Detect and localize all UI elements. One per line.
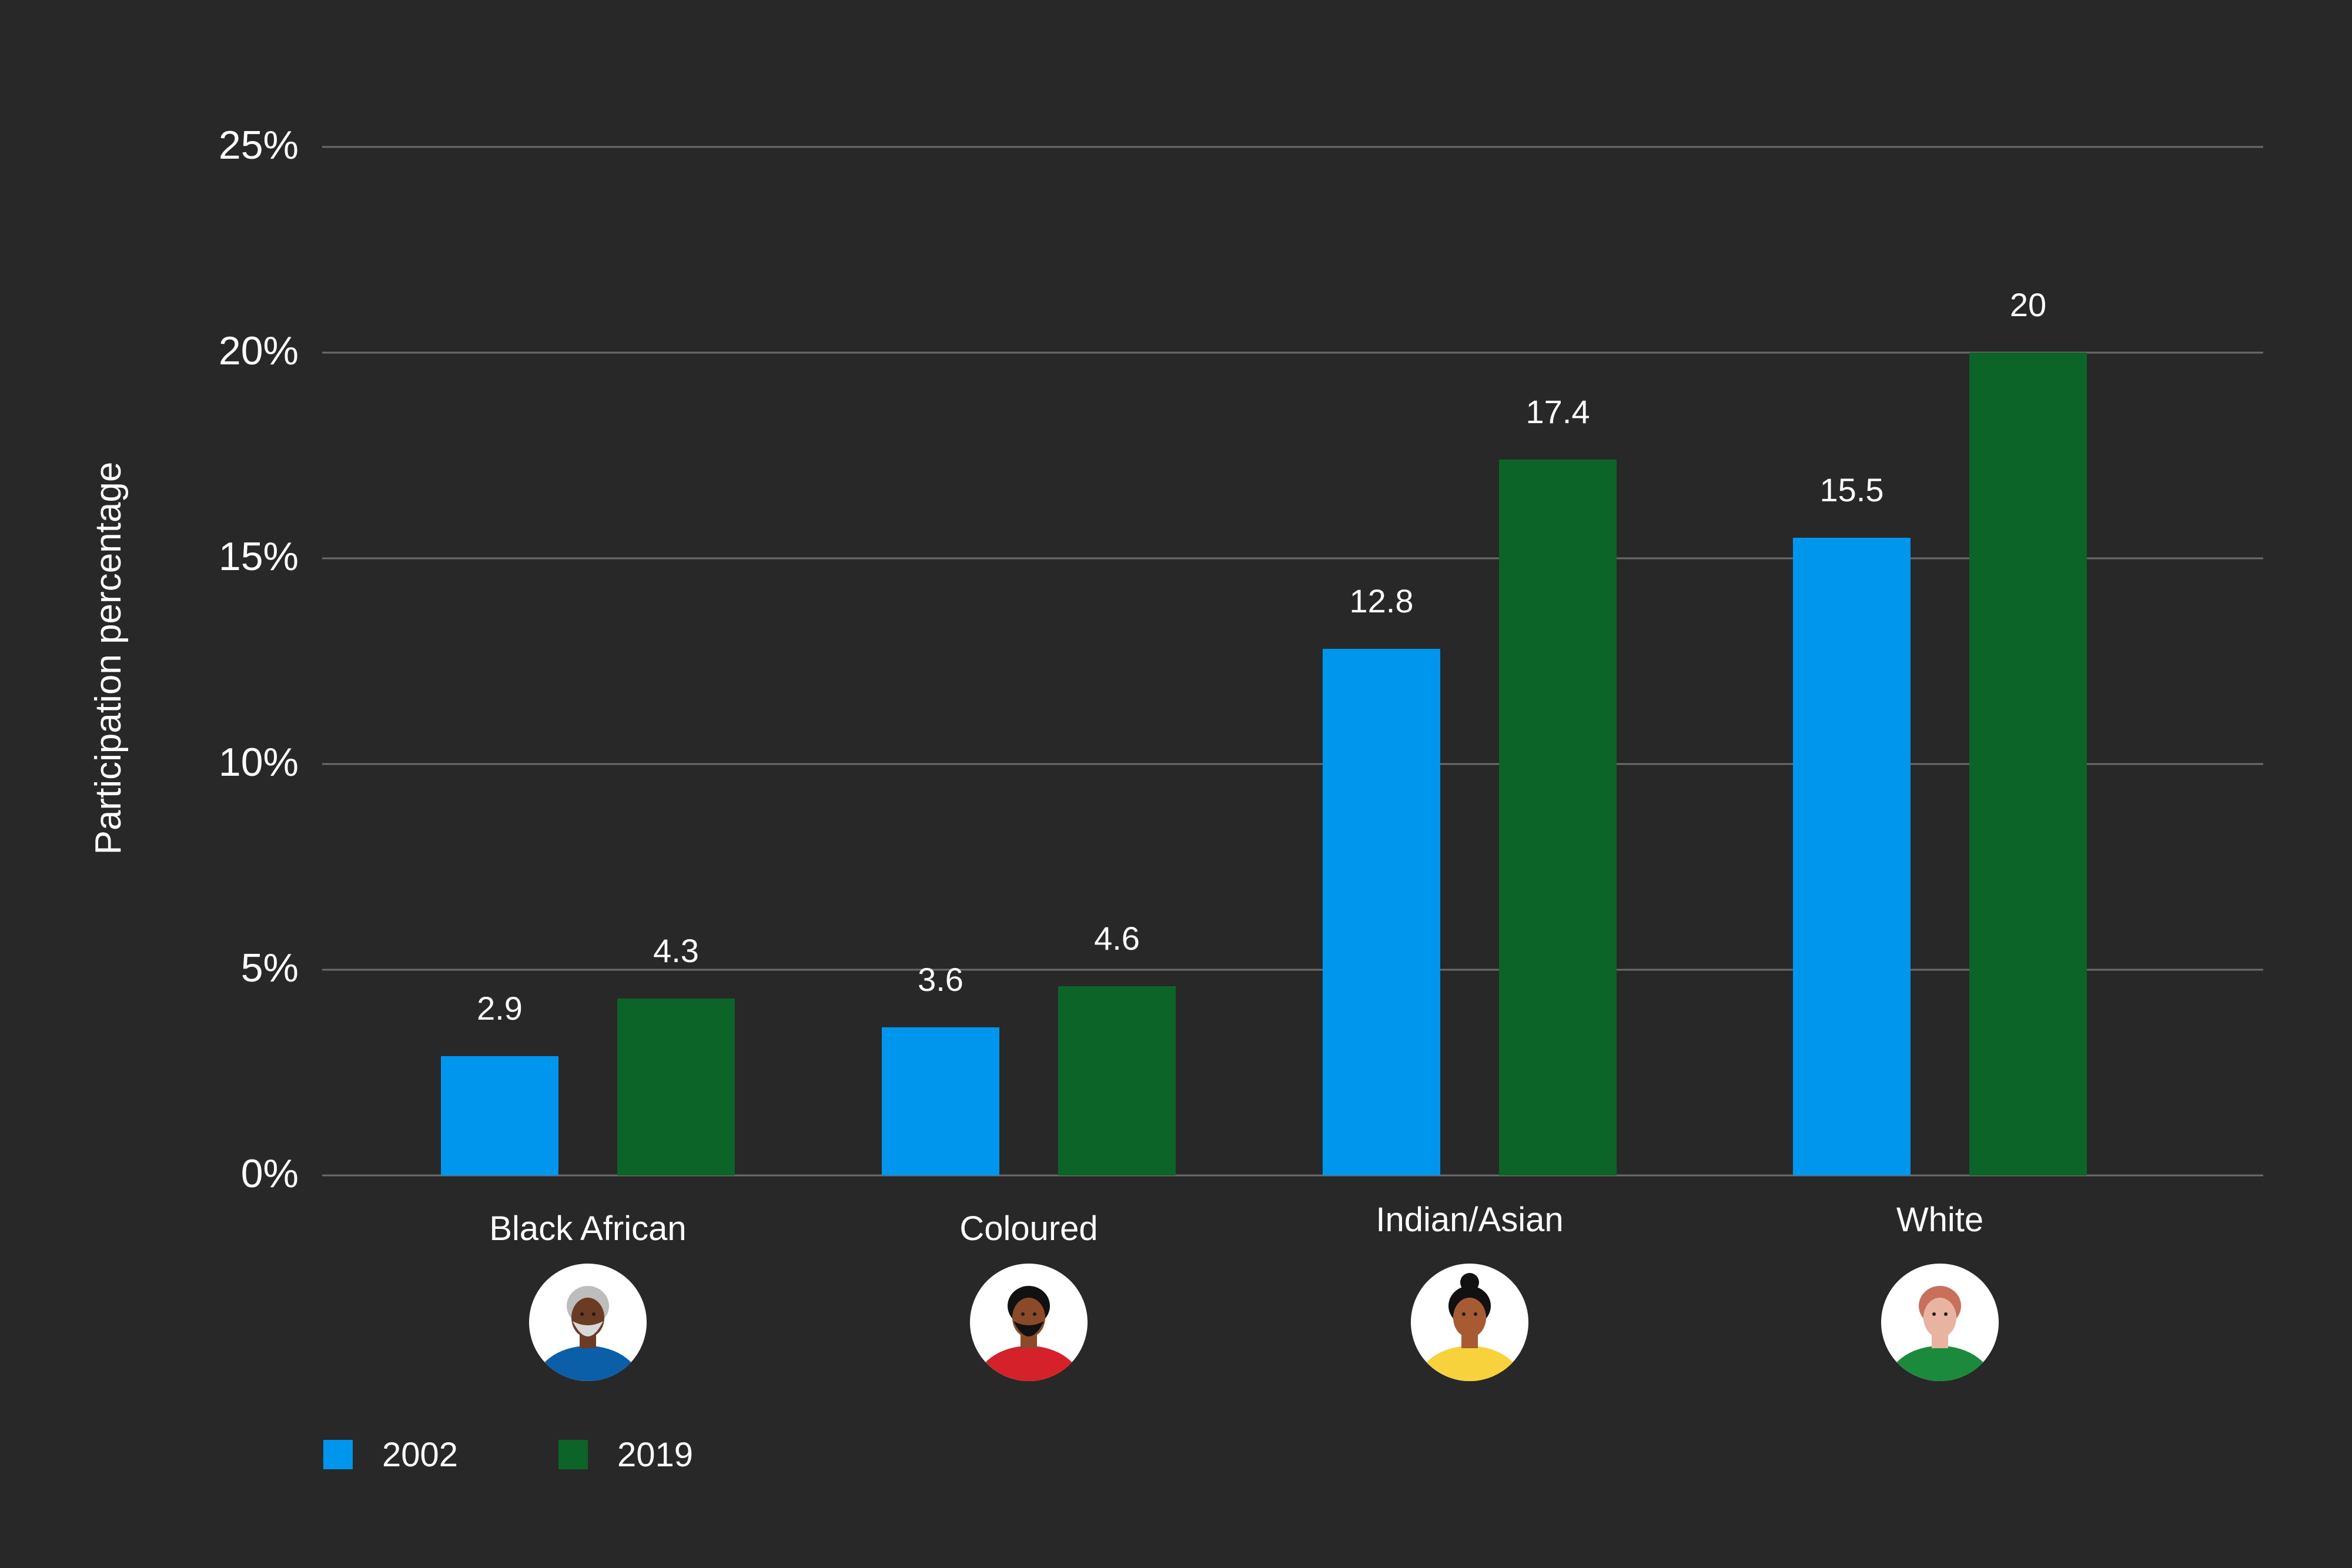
bar-white-2002 [1793,538,1911,1175]
category-label-indian-asian: Indian/Asian [1376,1201,1563,1239]
avatar-hair-bun [1460,1273,1479,1292]
bar-indian-asian-2019 [1499,460,1617,1175]
avatar-eye-right [1033,1312,1036,1316]
bar-black-african-2002 [441,1056,558,1175]
black-african-avatar-icon [529,1264,647,1381]
avatar-eye-right [592,1312,595,1316]
avatar-eye-left [1462,1312,1466,1316]
avatar-eye-right [1474,1312,1477,1316]
value-label-black-african-2002: 2.9 [477,990,523,1027]
value-labels: 2.9 4.3 3.6 4.6 12.8 17.4 15.5 20 [477,286,2046,1027]
avatar-eye-right [1944,1312,1948,1316]
avatar-eye-left [1932,1312,1936,1316]
category-labels: Black African Coloured Indian/Asian White [489,1201,1983,1248]
coloured-avatar-icon [970,1264,1088,1381]
category-label-coloured: Coloured [959,1209,1098,1248]
bar-white-2019 [1969,353,2087,1175]
bar-indian-asian-2002 [1323,649,1440,1175]
y-tick-label-25: 25% [219,123,299,167]
grid-lines [322,146,2263,1177]
category-icons [529,1264,1999,1381]
legend-label-2002: 2002 [382,1436,458,1474]
y-tick-label-0: 0% [241,1151,299,1196]
value-label-indian-asian-2002: 12.8 [1350,582,1414,619]
category-label-black-african: Black African [489,1209,686,1248]
avatar-face [1923,1298,1956,1338]
value-label-coloured-2002: 3.6 [918,961,963,998]
category-label-white: White [1896,1201,1983,1239]
legend-swatch-2002 [323,1440,353,1469]
avatar-shirt [1886,1346,1994,1381]
avatar-beard [1013,1321,1044,1336]
value-label-black-african-2019: 4.3 [653,932,699,969]
y-axis-title: Participation percentage [88,462,129,855]
bar-black-african-2019 [617,999,735,1175]
y-axis-ticks: 0% 5% 10% 15% 20% 25% [219,123,299,1196]
legend-label-2019: 2019 [617,1436,693,1474]
avatar-face [1453,1298,1486,1338]
y-tick-label-10: 10% [219,740,299,785]
y-tick-label-15: 15% [219,534,299,579]
y-tick-label-20: 20% [219,329,299,373]
bars [441,353,2087,1175]
value-label-coloured-2019: 4.6 [1094,920,1140,957]
bar-coloured-2019 [1058,986,1176,1175]
indian-asian-avatar-icon [1411,1264,1528,1381]
legend-swatch-2019 [558,1440,588,1469]
value-label-white-2002: 15.5 [1820,471,1884,508]
value-label-indian-asian-2019: 17.4 [1526,393,1590,430]
y-tick-label-5: 5% [241,946,299,990]
value-label-white-2019: 20 [2010,286,2046,323]
avatar-eye-left [580,1312,584,1316]
avatar-eye-left [1021,1312,1025,1316]
white-avatar-icon [1881,1264,1999,1381]
avatar-shirt [975,1346,1083,1381]
bar-coloured-2002 [882,1027,999,1175]
avatar-beard [573,1321,603,1336]
avatar-shirt [1416,1346,1524,1381]
legend: 2002 2019 [323,1436,693,1474]
avatar-shirt [534,1346,642,1381]
